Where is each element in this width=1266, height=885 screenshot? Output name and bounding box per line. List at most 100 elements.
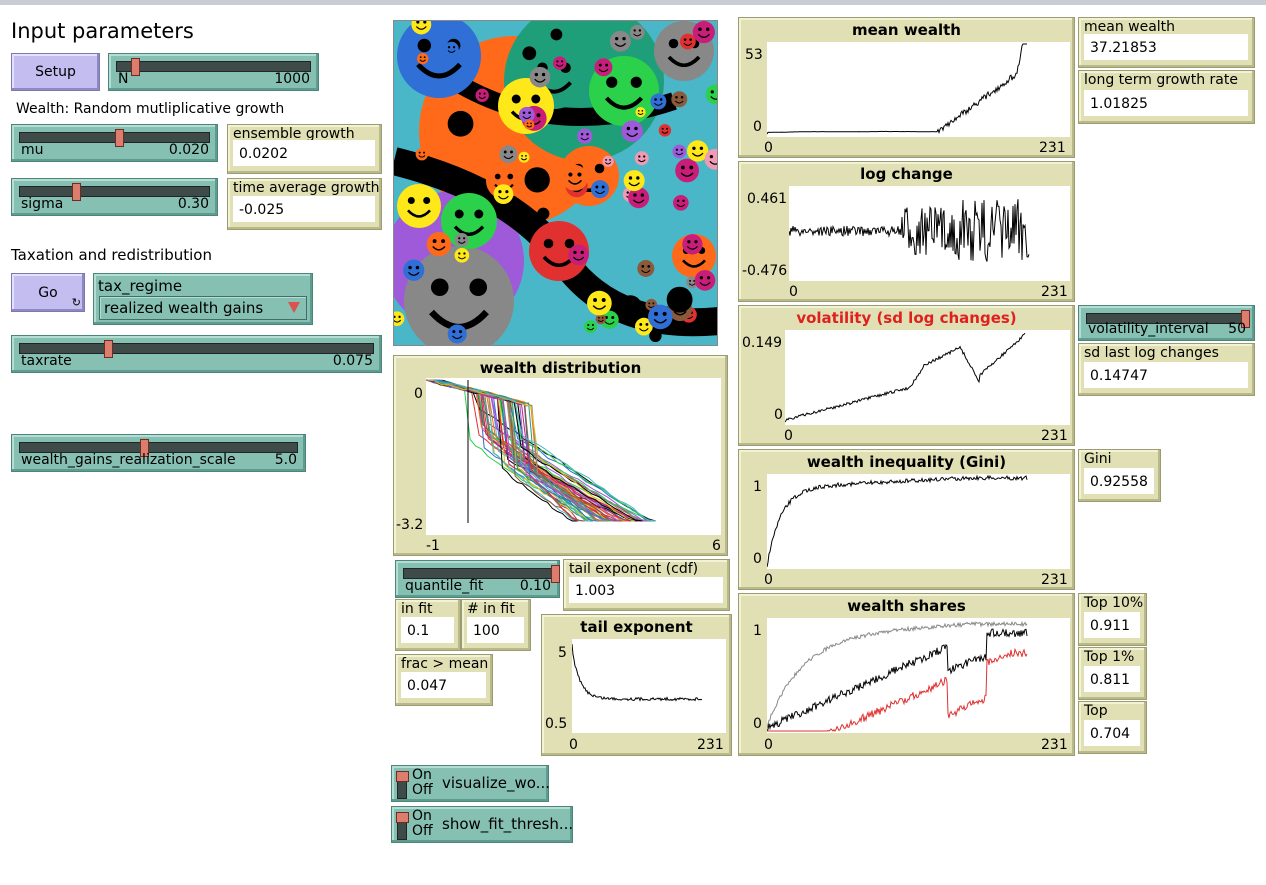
- smiley-mouth: [682, 259, 706, 268]
- smiley-mouth: [680, 172, 694, 177]
- slider-track: [19, 132, 210, 143]
- smiley-eye: [573, 250, 577, 255]
- monitor-top10: Top 10% 0.911: [1078, 593, 1147, 646]
- smiley-eye: [522, 111, 526, 115]
- smiley-eye: [641, 110, 644, 112]
- smiley-face-icon: [447, 110, 474, 137]
- distribution-line: [427, 379, 635, 522]
- smiley-face-icon: [629, 24, 645, 40]
- slider-value: 0.020: [168, 142, 209, 158]
- smiley-mouth: [556, 64, 564, 67]
- smiley-eye: [666, 127, 669, 130]
- distribution-line: [426, 379, 631, 522]
- switch-knob[interactable]: [396, 812, 409, 823]
- chooser-tax-regime[interactable]: tax_regime realized wealth gains: [93, 273, 313, 325]
- plot-title: wealth shares: [847, 597, 966, 615]
- smiley-eye: [591, 323, 594, 327]
- plot-title: wealth inequality (Gini): [806, 453, 1007, 471]
- monitor-label: ensemble growth: [233, 126, 355, 142]
- y-max-label: 1: [753, 479, 762, 495]
- smiley-mouth: [394, 319, 402, 323]
- smiley-eye: [594, 163, 605, 174]
- setup-button[interactable]: Setup: [11, 53, 100, 91]
- slider-mu[interactable]: mu 0.020: [11, 124, 218, 162]
- smiley-face-icon: [609, 30, 631, 52]
- smiley-eye: [474, 209, 484, 219]
- switch-knob[interactable]: [396, 771, 409, 782]
- smiley-eye: [463, 237, 466, 240]
- slider-wealth-gains-realization-scale[interactable]: wealth_gains_realization_scale 5.0: [11, 434, 306, 472]
- mean-wealth-line: [766, 43, 1027, 135]
- smiley-mouth: [418, 155, 426, 158]
- monitor-label: in fit: [401, 601, 433, 617]
- slider-thumb[interactable]: [131, 58, 140, 76]
- chooser-select[interactable]: realized wealth gains: [99, 296, 307, 320]
- smiley-eye: [423, 196, 431, 205]
- slider-thumb[interactable]: [115, 129, 124, 147]
- slider-track: [19, 343, 374, 354]
- monitor-value: -0.025: [233, 196, 375, 222]
- smiley-eye: [673, 294, 678, 299]
- smiley-mouth: [598, 68, 609, 73]
- slider-quantile-fit[interactable]: quantile_fit 0.10: [395, 560, 560, 598]
- world-view[interactable]: [393, 20, 718, 346]
- x-max-label: 231: [1041, 284, 1068, 300]
- smiley-mouth: [525, 54, 534, 57]
- slider-thumb[interactable]: [140, 439, 149, 457]
- slider-thumb[interactable]: [104, 340, 113, 358]
- slider-thumb[interactable]: [72, 183, 81, 201]
- smiley-eye: [633, 193, 637, 197]
- slider-thumb[interactable]: [551, 565, 560, 583]
- smiley-eye: [601, 185, 605, 189]
- smiley-face-icon: [568, 244, 589, 266]
- smiley-mouth: [595, 190, 605, 195]
- slider-N[interactable]: N 1000: [108, 53, 319, 91]
- slider-label: sigma: [21, 196, 64, 212]
- smiley-face-icon: [441, 193, 497, 249]
- smiley-face-icon: [518, 106, 535, 123]
- smiley-face-icon: [658, 124, 672, 137]
- monitor-value: 0.911: [1084, 612, 1140, 638]
- smiley-eye: [435, 178, 438, 181]
- slider-value: 0.30: [177, 196, 209, 212]
- smiley-face-icon: [602, 155, 614, 167]
- smiley-eye: [633, 29, 636, 32]
- smiley-mouth: [567, 179, 583, 185]
- smiley-eye: [636, 176, 640, 180]
- monitor-value: 100: [467, 617, 524, 643]
- smiley-eye: [423, 151, 426, 154]
- smiley-mouth: [457, 241, 466, 244]
- switch-show-fit[interactable]: On Off show_fit_thresh...: [391, 806, 573, 843]
- monitor-ensemble-growth: ensemble growth 0.0202: [227, 124, 382, 174]
- smiley-face-icon: [524, 119, 535, 130]
- smiley-eye: [561, 60, 564, 63]
- slider-value: 0.075: [332, 353, 373, 369]
- smiley-eye: [595, 185, 599, 189]
- smiley-face-icon: [679, 33, 696, 50]
- smiley-eye: [687, 240, 691, 244]
- switch-visualize[interactable]: On Off visualize_wo...: [391, 765, 550, 802]
- go-button[interactable]: Go ↻: [11, 273, 85, 312]
- slider-volatility-interval[interactable]: volatility_interval 50: [1078, 305, 1255, 341]
- smiley-eye: [432, 178, 434, 181]
- x-max-label: 231: [1041, 428, 1068, 444]
- slider-sigma[interactable]: sigma 0.30: [11, 178, 218, 216]
- smiley-eye: [680, 148, 683, 151]
- smiley-eye: [543, 238, 554, 249]
- switch-label: show_fit_thresh...: [442, 815, 574, 833]
- smiley-mouth: [641, 269, 651, 273]
- smiley-eye: [593, 298, 598, 302]
- plot-title: volatility (sd log changes): [796, 309, 1017, 327]
- slider-taxrate[interactable]: taxrate 0.075: [11, 335, 382, 373]
- smiley-eye: [463, 252, 466, 255]
- smiley-eye: [601, 316, 604, 319]
- slider-value: 0.10: [519, 578, 551, 594]
- smiley-mouth: [407, 209, 431, 218]
- smiley-face-icon: [682, 234, 703, 255]
- smiley-eye: [503, 150, 507, 154]
- smiley-eye: [654, 311, 658, 316]
- slider-thumb[interactable]: [1241, 310, 1250, 328]
- plot-volatility: volatility (sd log changes) 0.149 0 0 23…: [738, 305, 1075, 446]
- smiley-eye: [638, 29, 642, 32]
- y-max-label: 0.149: [742, 335, 783, 351]
